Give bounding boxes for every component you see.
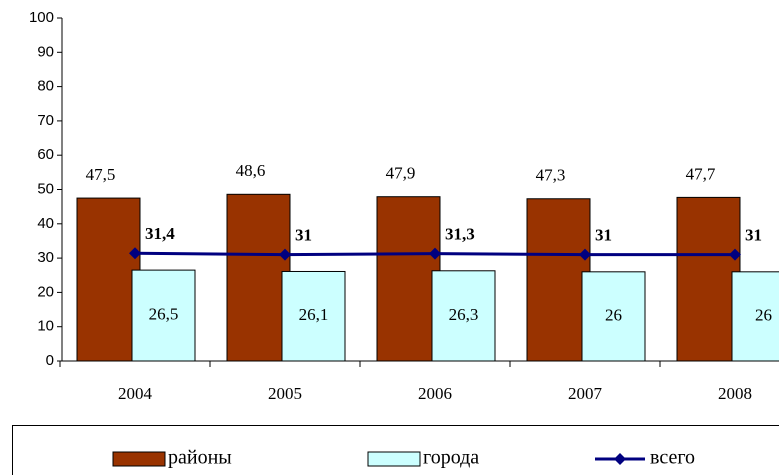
legend-swatch [367,451,421,467]
legend-label: города [423,447,479,469]
line-marker [279,248,291,261]
data-label: 26,5 [149,304,179,323]
data-label: 47,3 [536,166,566,185]
legend-marker [614,453,626,465]
data-label: 31 [295,226,312,245]
data-label: 47,9 [386,164,416,183]
data-label: 26,3 [449,305,479,324]
data-label: 47,5 [86,165,116,184]
bar [76,197,141,362]
data-label: 26 [755,305,772,324]
bar [376,196,441,362]
x-tick-label: 2005 [268,384,302,403]
y-tick-label: 40 [37,215,54,232]
data-label: 31 [745,226,762,245]
legend-label: всего [650,447,695,469]
data-label: 48,6 [236,161,266,180]
bar [676,196,741,362]
legend-label: районы [168,447,232,469]
data-label: 47,7 [686,164,716,183]
legend-box [12,425,779,475]
x-tick-label: 2004 [118,384,153,403]
bar [526,198,591,362]
x-tick-label: 2007 [568,384,603,403]
bar [431,270,496,362]
legend-swatch [112,451,166,467]
y-tick-label: 100 [29,9,54,26]
bar [226,193,291,362]
line-marker [729,248,741,261]
data-label: 31,3 [445,225,475,244]
data-label: 26,1 [299,305,329,324]
bar [731,271,779,362]
y-tick-label: 30 [37,249,54,266]
x-tick-label: 2006 [418,384,452,403]
y-tick-label: 70 [37,112,54,129]
y-tick-label: 80 [37,78,54,95]
data-label: 26 [605,305,622,324]
x-tick-label: 2008 [718,384,752,403]
y-tick-label: 50 [37,180,54,197]
y-tick-label: 20 [37,283,54,300]
line-marker [429,247,441,260]
y-tick-label: 10 [37,318,54,335]
bar [281,270,346,362]
y-tick-label: 60 [37,146,54,163]
bar [131,269,196,362]
y-tick-label: 0 [46,352,54,369]
y-tick-label: 90 [37,43,54,60]
data-label: 31,4 [145,224,175,243]
bar [581,271,646,362]
line-marker [579,248,591,261]
data-label: 31 [595,226,612,245]
line-marker [129,247,141,260]
